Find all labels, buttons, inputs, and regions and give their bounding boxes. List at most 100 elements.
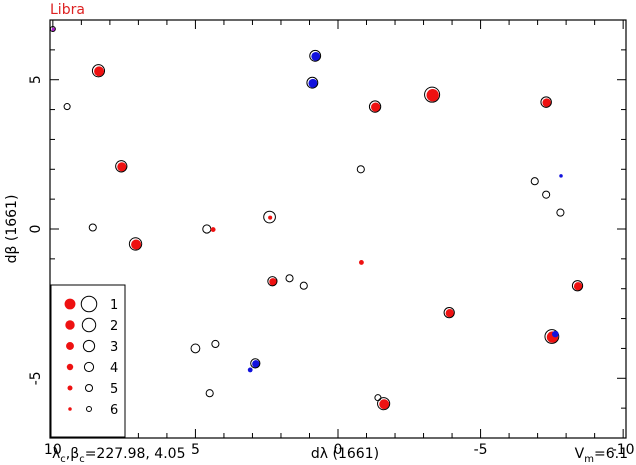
- footer-limiting-magnitude: Vm=6.1: [575, 446, 628, 465]
- star-marker: [530, 177, 539, 186]
- legend-entry: 5: [67, 382, 118, 397]
- y-tick-label: -5: [28, 371, 44, 385]
- star-ring: [377, 397, 391, 411]
- star-ring: [309, 49, 322, 62]
- star-marker: [91, 64, 106, 78]
- star-marker: [202, 224, 212, 234]
- data-points: [49, 25, 584, 411]
- star-marker: [377, 397, 391, 411]
- star-marker: [368, 100, 382, 113]
- legend-entry: 3: [66, 339, 118, 355]
- star-marker: [63, 103, 71, 111]
- axis-ticks: [50, 19, 626, 439]
- star-marker: [299, 281, 308, 290]
- star-marker: [309, 49, 322, 62]
- legend-label: 3: [110, 340, 118, 355]
- star-marker: [306, 76, 319, 89]
- star-fill: [210, 227, 216, 233]
- star-marker: [205, 389, 214, 398]
- star-fill: [94, 66, 105, 77]
- star-ring: [368, 100, 382, 113]
- legend-filled-dot: [64, 298, 76, 310]
- x-tick-label: 5: [191, 442, 200, 458]
- star-ring: [306, 76, 319, 89]
- legend: 1 2 3 4 5 6: [50, 284, 126, 438]
- star-ring: [356, 165, 365, 174]
- legend-filled-dot: [66, 342, 74, 350]
- star-ring: [128, 237, 143, 251]
- star-ring: [267, 276, 278, 287]
- star-fill: [269, 278, 277, 286]
- star-marker: [49, 25, 56, 32]
- y-axis-label: dβ (1661): [4, 195, 20, 264]
- star-fill: [117, 162, 127, 172]
- star-ring: [556, 208, 565, 217]
- star-fill: [247, 367, 253, 373]
- star-ring: [443, 306, 455, 319]
- star-marker: [556, 208, 565, 217]
- star-ring: [530, 177, 539, 186]
- star-fill: [445, 308, 455, 318]
- star-fill: [426, 89, 439, 102]
- legend-label: 1: [110, 298, 118, 313]
- legend-filled-dot: [66, 363, 74, 371]
- star-marker: [356, 165, 365, 174]
- legend-filled-dot: [68, 407, 72, 411]
- x-tick-label: 10: [44, 442, 62, 458]
- star-fill: [371, 102, 381, 112]
- y-tick-label: 0: [28, 225, 44, 234]
- star-ring: [542, 190, 551, 199]
- x-tick-label: -5: [474, 442, 488, 458]
- star-fill: [311, 51, 321, 61]
- legend-ring: [83, 361, 95, 373]
- legend-label: 5: [110, 382, 118, 397]
- star-fill: [268, 215, 273, 220]
- star-marker: [115, 160, 128, 173]
- star-marker: [211, 339, 220, 349]
- star-ring: [424, 86, 441, 103]
- star-fill: [559, 174, 563, 178]
- star-ring: [263, 210, 276, 224]
- star-fill: [358, 260, 364, 265]
- legend-entry: 6: [68, 403, 118, 418]
- star-fill: [308, 78, 318, 88]
- star-marker: [128, 237, 143, 251]
- star-ring: [205, 389, 214, 398]
- star-marker: [247, 367, 253, 373]
- y-tick-label: 5: [28, 75, 44, 84]
- star-ring: [88, 223, 97, 232]
- x-tick-label: 0: [334, 442, 343, 458]
- star-ring: [115, 160, 128, 173]
- star-fill: [542, 98, 552, 107]
- legend-ring: [80, 295, 98, 313]
- star-ring: [211, 339, 220, 349]
- star-marker: [571, 280, 584, 292]
- legend-ring: [86, 406, 92, 412]
- star-fill: [131, 239, 142, 250]
- star-marker: [540, 96, 552, 108]
- star-fill: [552, 330, 559, 338]
- star-marker: [285, 274, 294, 283]
- legend-ring: [81, 317, 97, 333]
- star-marker: [267, 276, 278, 287]
- star-ring: [202, 224, 212, 234]
- legend-label: 6: [110, 403, 118, 418]
- star-ring: [374, 394, 382, 402]
- legend-label: 4: [110, 361, 118, 376]
- legend-entry: 1: [64, 295, 118, 313]
- star-ring: [49, 25, 56, 32]
- axis-tick-labels: 10 5 0 -5 -10 -5 0 5: [28, 75, 635, 458]
- star-marker: [263, 210, 276, 224]
- star-ring: [250, 358, 261, 369]
- legend-entry: 2: [65, 317, 118, 334]
- star-ring: [299, 281, 308, 290]
- legend-filled-dot: [65, 320, 75, 330]
- star-marker: [552, 330, 559, 338]
- star-ring: [63, 103, 71, 111]
- legend-entry: 4: [66, 361, 118, 376]
- star-marker: [190, 343, 201, 354]
- star-fill: [252, 360, 260, 368]
- chart-title: Libra: [50, 2, 85, 18]
- star-marker: [559, 174, 563, 178]
